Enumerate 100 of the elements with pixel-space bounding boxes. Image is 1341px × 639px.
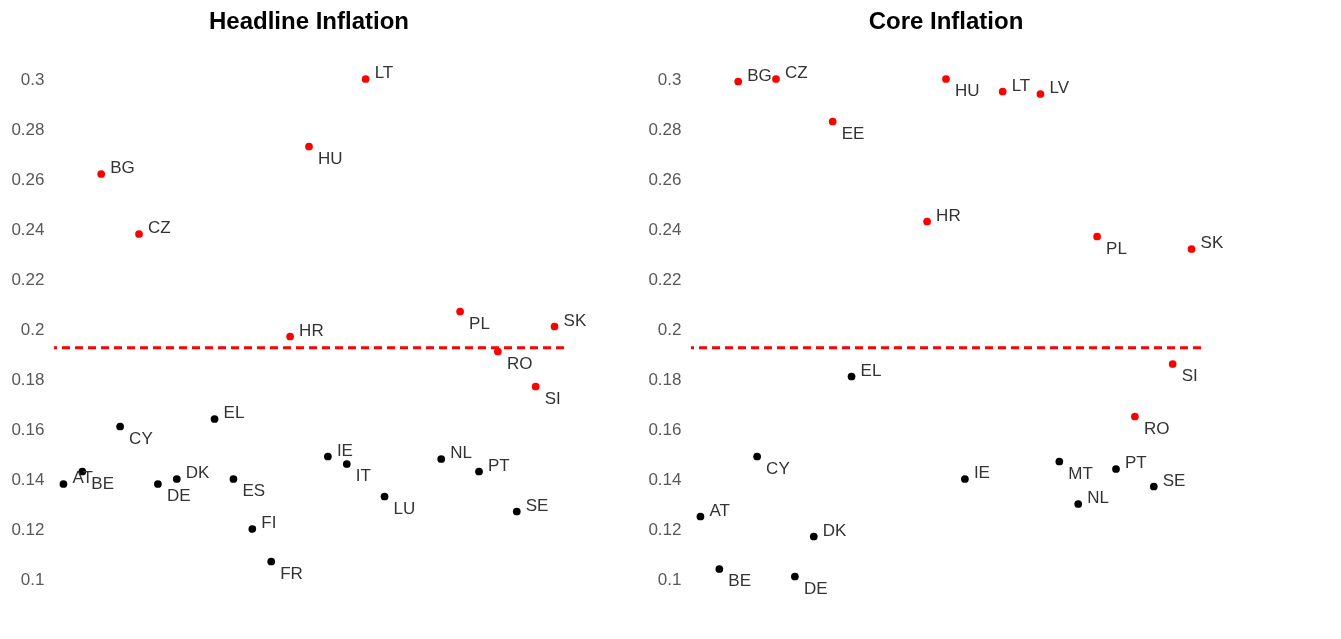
y-tick-label: 0.28 <box>648 119 682 139</box>
point <box>59 480 68 488</box>
data-label: SI <box>1181 366 1198 385</box>
point <box>696 512 705 521</box>
point <box>380 492 389 501</box>
y-tick-label: 0.2 <box>657 319 682 339</box>
point <box>531 382 540 391</box>
data-label: BE <box>91 473 115 493</box>
y-tick-label: 0.14 <box>648 469 682 489</box>
y-tick-label: 0.3 <box>20 69 45 89</box>
data-label: NL <box>1087 488 1109 507</box>
point <box>753 452 761 461</box>
data-label: PT <box>488 455 510 475</box>
point <box>772 75 780 83</box>
data-label: SE <box>525 495 549 515</box>
data-label: BG <box>110 158 135 177</box>
y-tick-label: 0.24 <box>11 219 45 239</box>
data-label: IE <box>336 440 353 460</box>
data-label: HU <box>955 81 980 100</box>
data-label: SE <box>1162 470 1186 490</box>
point <box>550 322 559 331</box>
data-label: CY <box>129 428 153 448</box>
point <box>1074 500 1083 508</box>
point <box>847 372 856 381</box>
point <box>116 422 124 431</box>
data-label: CY <box>766 458 790 478</box>
point <box>1131 412 1139 421</box>
data-label: HR <box>299 320 324 340</box>
y-tick-label: 0.16 <box>648 419 682 439</box>
y-tick-label: 0.2 <box>20 319 45 339</box>
point <box>961 475 969 483</box>
data-label: LT <box>374 63 394 82</box>
y-tick-label: 0.1 <box>657 569 682 589</box>
data-label: SK <box>1200 233 1224 252</box>
data-label: IE <box>973 463 990 482</box>
data-label: CZ <box>785 63 808 82</box>
data-label: DK <box>185 463 211 482</box>
data-label: DK <box>822 520 848 540</box>
data-label: IT <box>355 466 371 485</box>
data-label: CZ <box>148 218 171 237</box>
point <box>923 217 931 226</box>
point <box>1112 465 1120 473</box>
data-label: AT <box>72 468 93 487</box>
point <box>135 230 143 238</box>
y-tick-label: 0.18 <box>11 369 45 389</box>
point <box>475 467 483 476</box>
point <box>172 475 181 483</box>
point <box>154 480 162 488</box>
point <box>324 452 332 461</box>
data-label: HU <box>318 148 343 168</box>
data-label: ES <box>242 481 266 500</box>
data-label: EL <box>223 403 245 422</box>
data-label: PT <box>1125 453 1147 472</box>
chart-title: Core Inflation <box>868 7 1024 34</box>
data-label: RO <box>506 353 533 373</box>
point <box>97 170 106 178</box>
y-tick-label: 0.22 <box>11 269 45 289</box>
y-tick-label: 0.22 <box>648 269 682 289</box>
data-label: HR <box>936 205 961 225</box>
data-label: PL <box>469 313 490 333</box>
point <box>1187 245 1196 253</box>
y-tick-label: 0.1 <box>20 569 45 589</box>
data-label: EE <box>841 123 865 143</box>
point <box>734 77 743 86</box>
data-label: LV <box>1049 78 1070 97</box>
point <box>305 142 313 151</box>
point <box>1055 457 1064 466</box>
point <box>809 532 818 541</box>
point <box>286 332 294 341</box>
point <box>1093 232 1101 241</box>
data-label: SI <box>544 388 561 408</box>
data-label: NL <box>450 443 472 462</box>
point <box>512 507 521 516</box>
point <box>494 347 502 356</box>
data-label: BE <box>728 571 752 590</box>
y-tick-label: 0.28 <box>11 119 45 139</box>
data-label: AT <box>709 500 730 520</box>
chart-title: Headline Inflation <box>208 7 410 34</box>
y-tick-label: 0.12 <box>11 519 45 539</box>
point <box>361 75 370 83</box>
point <box>456 307 464 316</box>
y-tick-label: 0.12 <box>648 519 682 539</box>
point <box>210 415 219 423</box>
point <box>828 117 837 126</box>
point <box>267 557 276 566</box>
point <box>998 87 1007 96</box>
data-label: DE <box>803 578 828 598</box>
data-label: MT <box>1068 463 1093 483</box>
point <box>791 572 799 581</box>
point <box>715 565 724 573</box>
point <box>1168 360 1177 368</box>
y-tick-label: 0.16 <box>11 419 45 439</box>
y-tick-label: 0.24 <box>648 219 682 239</box>
y-tick-label: 0.26 <box>11 169 45 189</box>
data-label: BG <box>747 65 772 85</box>
y-tick-label: 0.26 <box>648 169 682 189</box>
data-label: FI <box>261 513 277 532</box>
data-label: EL <box>860 360 882 380</box>
data-label: DE <box>166 486 191 505</box>
point <box>1036 90 1045 98</box>
